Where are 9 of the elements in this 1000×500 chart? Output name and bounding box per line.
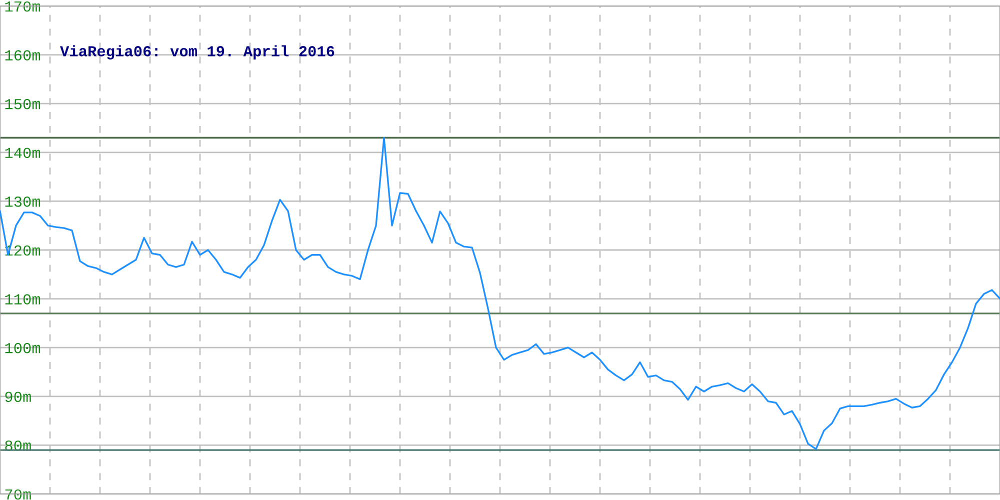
y-tick-label: 100m (5, 342, 40, 354)
line-series (0, 136, 1000, 450)
y-tick-label: 90m (5, 392, 31, 402)
y-tick-label: 130m (5, 196, 40, 207)
y-tick-label: 110m (5, 294, 40, 304)
y-tick-label: 160m (5, 50, 40, 60)
y-tick-label: 140m (5, 148, 40, 158)
text: ViaRegia06: vom 19. April 2016 (60, 45, 334, 60)
y-tick-label: 150m (5, 98, 40, 110)
